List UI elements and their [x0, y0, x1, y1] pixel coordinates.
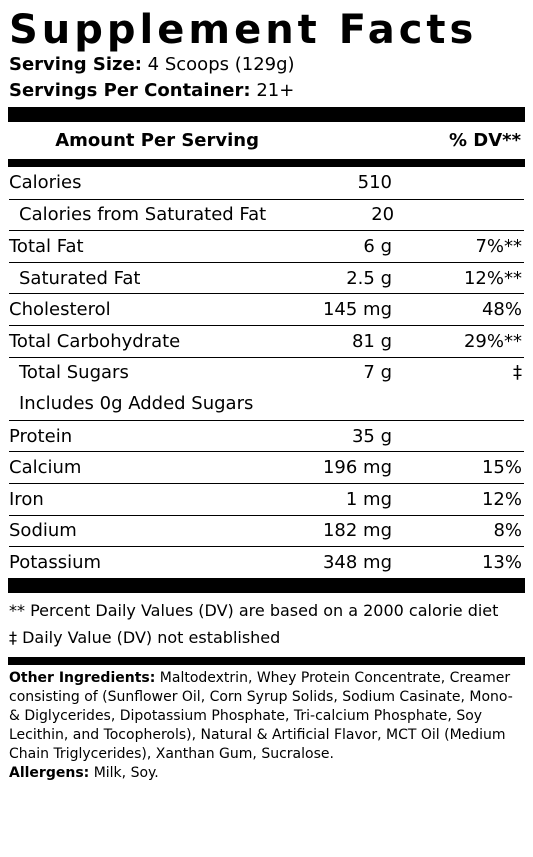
thick-divider: [8, 107, 525, 122]
other-ingredients-text: Maltodextrin, Whey Protein Concentrate, …: [9, 669, 513, 762]
nutrient-row: Calories from Saturated Fat 20: [9, 198, 524, 231]
nutrient-dv: 12%: [481, 488, 522, 510]
nutrient-row: Total Sugars 7 g ‡: [9, 356, 524, 389]
nutrient-row: Protein 35 g: [9, 419, 524, 452]
nutrient-row: Sodium 182 mg 8%: [9, 514, 524, 547]
nutrient-amount: 182 mg: [322, 520, 392, 542]
nutrient-amount: 81 g: [351, 330, 392, 352]
serving-size: Serving Size: 4 Scoops (129g): [9, 52, 524, 78]
nutrient-name: Calories from Saturated Fat: [19, 204, 267, 226]
nutrient-dv: 15%: [481, 457, 522, 479]
other-ingredients-label: Other Ingredients:: [9, 669, 156, 686]
nutrient-amount: 510: [357, 172, 392, 194]
nutrient-dv: 13%: [481, 551, 522, 573]
nutrient-row: Total Fat 6 g 7%**: [9, 230, 524, 262]
nutrient-dv: 12%**: [463, 267, 522, 289]
medium-divider: [8, 159, 525, 167]
dv-header: % DV**: [449, 130, 521, 151]
nutrient-name: Protein: [9, 425, 73, 447]
footnote-not-established: ‡ Daily Value (DV) not established: [9, 627, 281, 647]
nutrient-amount: 348 mg: [322, 551, 392, 573]
nutrient-amount: 196 mg: [322, 457, 392, 479]
ingredients-block: Other Ingredients: Maltodextrin, Whey Pr…: [9, 665, 524, 783]
nutrient-name: Iron: [9, 488, 44, 510]
nutrient-amount: 35 g: [351, 425, 392, 447]
column-header: Amount Per Serving % DV**: [9, 122, 524, 159]
nutrient-amount: 2.5 g: [346, 267, 392, 289]
nutrient-name: Total Fat: [9, 235, 84, 257]
panel-title: Supplement Facts: [9, 7, 478, 53]
nutrient-name: Calcium: [9, 457, 82, 479]
nutrient-amount: 7 g: [363, 362, 392, 384]
footnotes: ** Percent Daily Values (DV) are based o…: [9, 593, 524, 651]
nutrient-row: Includes 0g Added Sugars: [9, 388, 524, 420]
nutrient-row: Iron 1 mg 12%: [9, 482, 524, 515]
allergens: Allergens: Milk, Soy.: [9, 764, 524, 783]
nutrient-name: Cholesterol: [9, 299, 111, 321]
nutrient-amount: 20: [371, 204, 395, 226]
serving-size-label: Serving Size:: [9, 54, 142, 75]
nutrient-dv: 8%: [493, 520, 522, 542]
nutrient-dv: 48%: [481, 299, 522, 321]
nutrient-dv: 7%**: [475, 235, 522, 257]
nutrient-amount: 145 mg: [322, 299, 392, 321]
nutrient-row: Calcium 196 mg 15%: [9, 451, 524, 483]
nutrient-row: Saturated Fat 2.5 g 12%**: [9, 261, 524, 294]
nutrient-amount: 6 g: [363, 235, 392, 257]
allergens-label: Allergens:: [9, 764, 90, 781]
other-ingredients: Other Ingredients: Maltodextrin, Whey Pr…: [9, 669, 524, 764]
thick-divider-bottom: [8, 577, 525, 593]
nutrient-name: Potassium: [9, 551, 102, 573]
nutrient-table: Calories 510 Calories from Saturated Fat 20…: [9, 167, 524, 578]
footnote-divider: [8, 656, 525, 665]
nutrient-row: Potassium 348 mg 13%: [9, 546, 524, 578]
footnote-dv: ** Percent Daily Values (DV) are based o…: [9, 600, 499, 620]
nutrient-name: Saturated Fat: [19, 267, 141, 289]
serving-size-value: 4 Scoops (129g): [147, 54, 295, 75]
nutrient-dv: ‡: [513, 362, 522, 384]
amount-header: Amount Per Serving: [55, 130, 259, 151]
nutrient-row: Calories 510: [9, 167, 524, 199]
allergens-text: Milk, Soy.: [89, 764, 159, 781]
nutrient-dv: 29%**: [463, 330, 522, 352]
nutrient-row: Cholesterol 145 mg 48%: [9, 293, 524, 325]
nutrient-name: Includes 0g Added Sugars: [19, 393, 254, 415]
nutrient-name: Sodium: [9, 520, 77, 542]
servings-per-container: Servings Per Container: 21+: [9, 78, 524, 104]
nutrient-row: Total Carbohydrate 81 g 29%**: [9, 324, 524, 357]
servings-per-container-label: Servings Per Container:: [9, 80, 251, 101]
nutrient-name: Total Carbohydrate: [9, 330, 181, 352]
nutrient-name: Calories: [9, 172, 82, 194]
servings-per-container-value: 21+: [256, 80, 295, 101]
nutrient-name: Total Sugars: [19, 362, 129, 384]
nutrient-amount: 1 mg: [345, 488, 392, 510]
